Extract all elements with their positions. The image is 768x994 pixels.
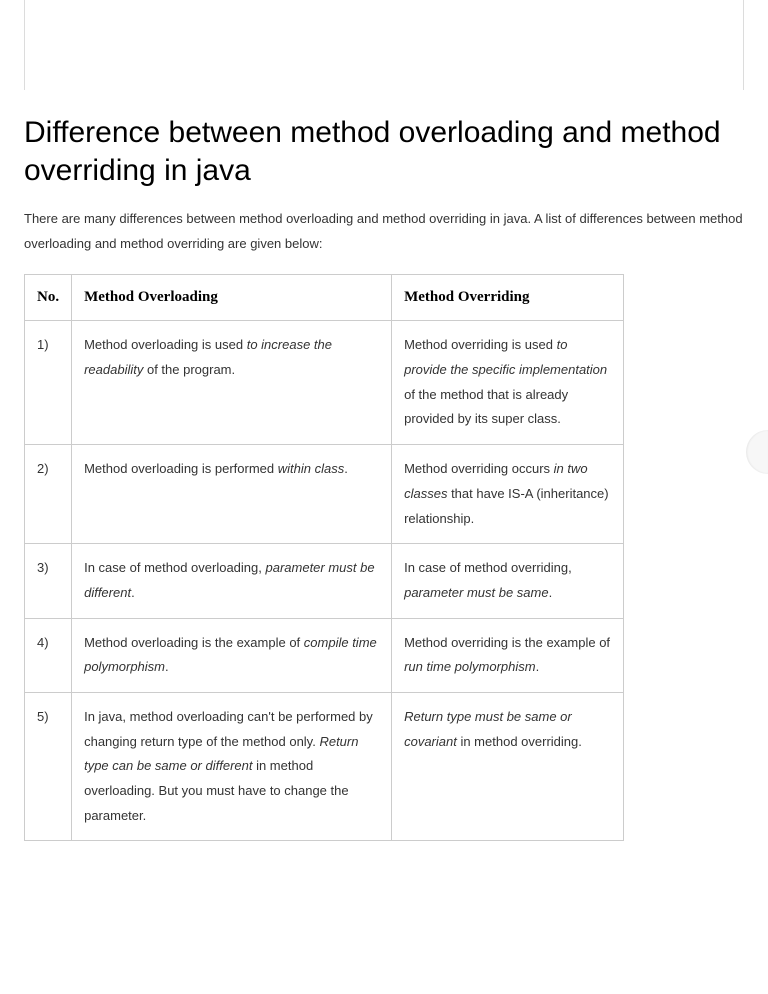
col-header-overloading: Method Overloading (72, 275, 392, 321)
cell-overriding: In case of method overriding, parameter … (392, 544, 624, 618)
cell-overloading: Method overloading is the example of com… (72, 618, 392, 692)
table-header-row: No. Method Overloading Method Overriding (25, 275, 624, 321)
table-row: 2) Method overloading is performed withi… (25, 445, 624, 544)
cell-no: 2) (25, 445, 72, 544)
cell-no: 3) (25, 544, 72, 618)
cell-no: 1) (25, 321, 72, 445)
table-row: 1) Method overloading is used to increas… (25, 321, 624, 445)
cell-no: 5) (25, 692, 72, 840)
col-header-no: No. (25, 275, 72, 321)
cell-overriding: Method overriding is the example of run … (392, 618, 624, 692)
cell-overloading: In java, method overloading can't be per… (72, 692, 392, 840)
cell-overloading: In case of method overloading, parameter… (72, 544, 392, 618)
page-container: Difference between method overloading an… (0, 0, 768, 881)
col-header-overriding: Method Overriding (392, 275, 624, 321)
cell-overriding: Return type must be same or covariant in… (392, 692, 624, 840)
page-title: Difference between method overloading an… (24, 114, 744, 189)
cell-overriding: Method overriding occurs in two classes … (392, 445, 624, 544)
cell-overloading: Method overloading is performed within c… (72, 445, 392, 544)
cell-overloading: Method overloading is used to increase t… (72, 321, 392, 445)
cell-overriding: Method overriding is used to provide the… (392, 321, 624, 445)
top-divider-region (24, 0, 744, 90)
table-row: 3) In case of method overloading, parame… (25, 544, 624, 618)
table-body: 1) Method overloading is used to increas… (25, 321, 624, 841)
table-row: 5) In java, method overloading can't be … (25, 692, 624, 840)
intro-paragraph: There are many differences between metho… (24, 207, 744, 256)
table-row: 4) Method overloading is the example of … (25, 618, 624, 692)
cell-no: 4) (25, 618, 72, 692)
comparison-table: No. Method Overloading Method Overriding… (24, 274, 624, 841)
